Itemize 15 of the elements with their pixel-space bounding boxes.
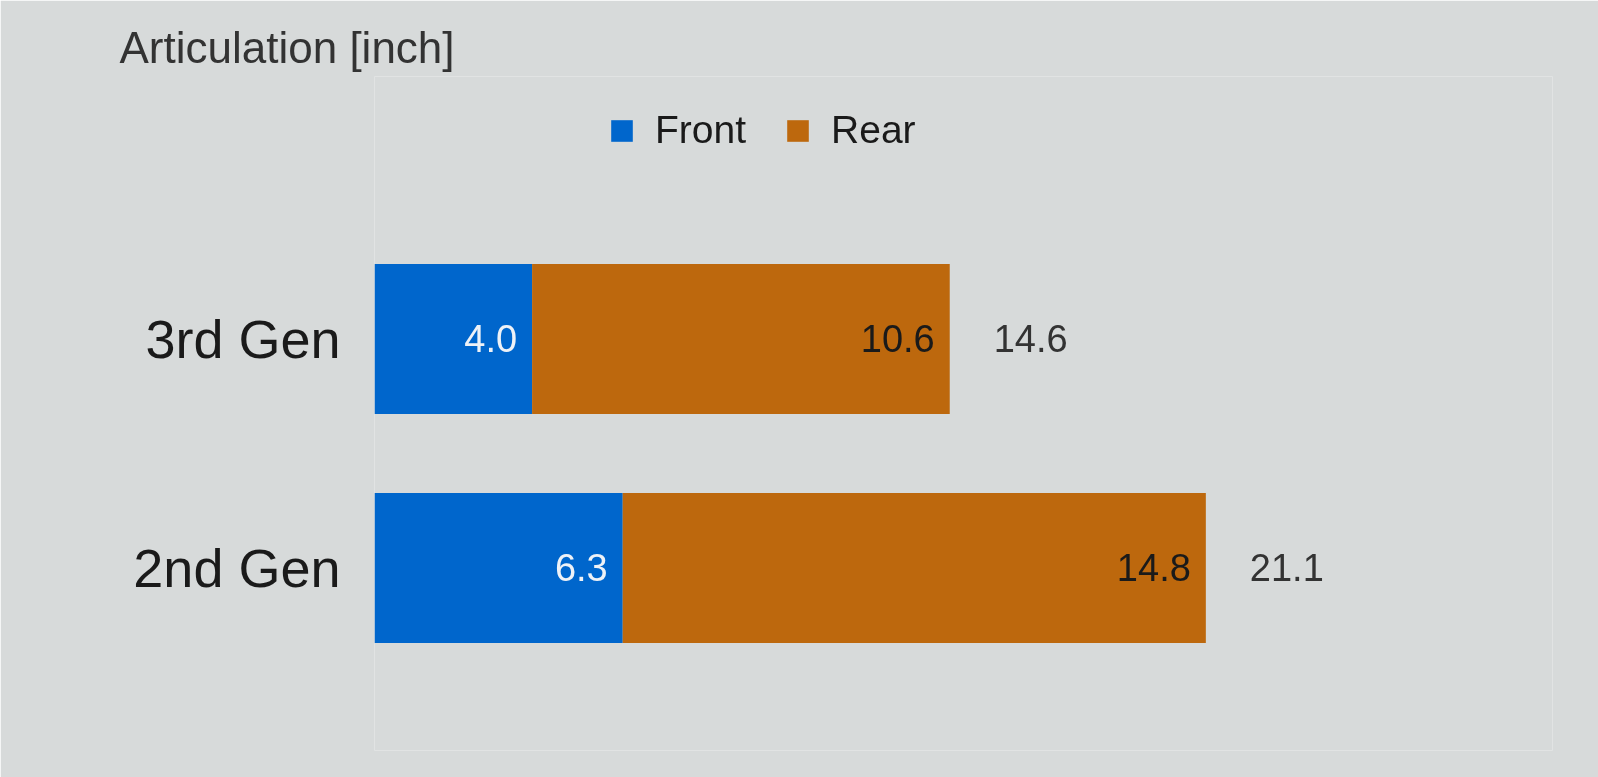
data-label: 10.6 — [860, 318, 935, 361]
bar — [532, 263, 950, 414]
bar — [374, 492, 623, 643]
y-tick-label: 2nd Gen — [133, 537, 341, 598]
bar — [374, 263, 533, 414]
y-tick-label: 3rd Gen — [145, 308, 341, 369]
data-label: 4.0 — [464, 318, 518, 361]
data-label: 6.3 — [554, 547, 608, 590]
data-label: 14.8 — [1116, 547, 1191, 590]
bar — [622, 492, 1206, 643]
total-label: 21.1 — [1249, 547, 1324, 590]
legend-label: Front — [655, 108, 747, 152]
legend-label: Rear — [831, 108, 916, 152]
total-label: 14.6 — [993, 318, 1068, 361]
chart-title: Articulation [inch] — [119, 22, 455, 72]
